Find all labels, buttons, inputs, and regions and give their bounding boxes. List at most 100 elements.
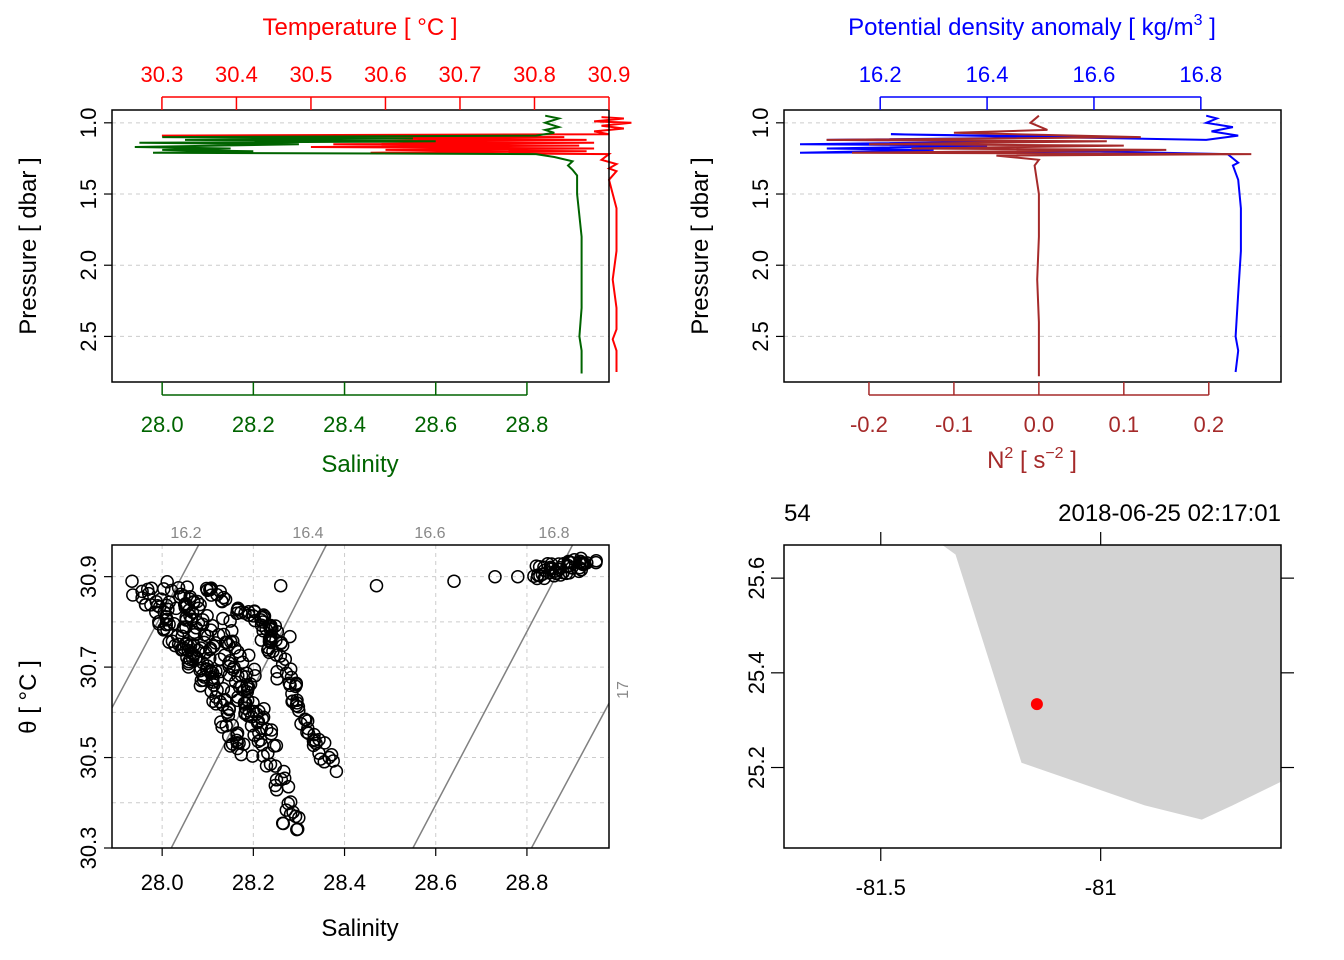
p3-axes: 28.0 28.2 28.4 28.6 28.8 30.3 30.5 30.7 30.9 16.2… — [76, 525, 632, 895]
p1-axes: 1.0 1.5 2.0 2.5 30.3 30.4 30.5 30.6 30.7 30.8 30.9… — [76, 62, 631, 437]
p3-ts-point — [231, 693, 245, 708]
p3-ts-point — [216, 698, 230, 712]
p3-ts-point — [206, 639, 221, 654]
p3-ts-point — [225, 737, 240, 751]
p3-y-tick-label: 30.5 — [76, 736, 101, 779]
p2-bottom-title-sup2: −2 — [1045, 445, 1063, 462]
p3-ts-point — [216, 682, 231, 696]
p4-x-tick-label: -81 — [1085, 875, 1117, 900]
p3-ts-point — [191, 616, 206, 630]
p3-ts-point — [307, 727, 321, 742]
p4-y-tick-label: 25.6 — [744, 557, 769, 600]
p3-ts-point — [313, 752, 328, 766]
p1-y-axis-title: Pressure [ dbar ] — [15, 157, 42, 334]
p2-top-tick-label: 16.4 — [966, 62, 1009, 87]
p2-bottom-title-mid: [ s — [1013, 447, 1045, 474]
panel-temperature-salinity-profile: 1.0 1.5 2.0 2.5 30.3 30.4 30.5 30.6 30.7 30.8 30.9… — [15, 14, 632, 478]
p3-y-axis-title: θ [ °C ] — [15, 660, 42, 734]
p3-ts-point — [248, 669, 262, 683]
p3-ts-point — [222, 638, 236, 652]
p2-series-line-density — [799, 114, 1242, 373]
p1-top-tick-label: 30.3 — [141, 62, 184, 87]
p3-ts-point — [511, 569, 525, 584]
p2-top-axis-title: Potential density anomaly [ kg/m3 ] — [848, 12, 1216, 41]
p3-ts-point — [157, 582, 171, 596]
panel-density-n2-profile: 1.0 1.5 2.0 2.5 16.2 16.4 16.6 16.8 -0.2 -0.1 0.0 0… — [687, 12, 1282, 474]
p2-top-title-main: Potential density anomaly [ kg/m — [848, 14, 1194, 41]
p3-ts-point — [161, 602, 175, 617]
p1-bottom-tick-label: 28.6 — [414, 412, 457, 437]
p3-ts-point — [213, 664, 228, 679]
p3-ts-point — [309, 736, 323, 751]
p1-top-tick-label: 30.8 — [513, 62, 556, 87]
p3-ts-point — [186, 647, 201, 662]
p3-y-tick-label: 30.7 — [76, 646, 101, 689]
p1-bottom-axis-title: Salinity — [321, 451, 398, 478]
p3-x-tick-label: 28.8 — [506, 870, 549, 895]
p3-ts-point — [218, 592, 233, 607]
p3-ts-point — [369, 578, 384, 593]
p3-ts-point — [283, 678, 297, 693]
p1-gridlines — [112, 122, 609, 337]
p3-ts-point — [244, 718, 259, 733]
p3-ts-point — [203, 583, 217, 597]
p3-ts-point — [223, 614, 237, 628]
panel-ts-diagram: 28.0 28.2 28.4 28.6 28.8 30.3 30.5 30.7 30.9 16.2… — [15, 525, 632, 942]
p3-ts-point — [306, 734, 321, 748]
p2-y-tick-label: 2.5 — [748, 321, 773, 352]
p3-ts-point — [200, 629, 215, 643]
p3-ts-point — [283, 807, 298, 821]
p3-ts-point — [329, 764, 344, 779]
p4-station-time: 2018-06-25 02:17:01 — [1058, 500, 1281, 527]
p3-ts-point — [240, 685, 255, 699]
p3-ts-point — [260, 722, 274, 736]
p3-ts-point — [215, 720, 229, 734]
p3-ts-point — [230, 726, 245, 740]
p1-y-tick-label: 1.5 — [76, 179, 101, 210]
p3-ts-point — [209, 697, 223, 711]
p3-ts-point — [211, 628, 226, 642]
p3-ts-point — [256, 608, 271, 622]
p2-bottom-tick-label: 0.0 — [1024, 412, 1055, 437]
p3-ts-point — [193, 679, 208, 693]
p3-ts-point — [290, 822, 304, 837]
p3-ts-point — [225, 624, 239, 638]
p3-isopycnal-label: 16.8 — [538, 525, 569, 542]
p4-land-polygon — [942, 545, 1281, 820]
p3-ts-point — [228, 641, 242, 655]
p3-ts-point — [531, 568, 545, 582]
p1-y-tick-label: 2.5 — [76, 321, 101, 352]
p2-top-tick-label: 16.6 — [1073, 62, 1116, 87]
p3-ts-point — [203, 641, 218, 656]
p3-ts-point — [191, 601, 206, 616]
p3-x-axis-title: Salinity — [321, 915, 398, 942]
p1-bottom-tick-label: 28.8 — [506, 412, 549, 437]
p3-x-tick-label: 28.4 — [323, 870, 366, 895]
p3-ts-point — [204, 588, 219, 602]
p3-ts-point — [242, 704, 256, 718]
p2-top-title-sup: 3 — [1194, 12, 1203, 29]
p3-isopycnal-line — [530, 702, 609, 848]
p3-ts-point — [269, 783, 284, 797]
p1-bottom-tick-label: 28.2 — [232, 412, 275, 437]
p3-isopycnal-label: 16.4 — [292, 525, 323, 542]
p1-top-tick-label: 30.9 — [588, 62, 631, 87]
p3-isopycnal-label: 17 — [615, 681, 632, 699]
p2-bottom-tick-label: -0.1 — [935, 412, 973, 437]
p4-frame — [783, 544, 1282, 849]
p2-series-line-n2 — [826, 114, 1252, 377]
p1-top-tick-label: 30.6 — [364, 62, 407, 87]
p2-bottom-title-end: ] — [1064, 447, 1077, 474]
p3-x-tick-label: 28.2 — [232, 870, 275, 895]
p3-ts-point — [275, 657, 290, 672]
p2-top-tick-label: 16.2 — [859, 62, 902, 87]
p1-y-tick-label: 2.0 — [76, 250, 101, 281]
p2-bottom-tick-label: -0.2 — [850, 412, 888, 437]
p2-bottom-tick-label: 0.2 — [1193, 412, 1224, 437]
p3-ts-point — [276, 816, 291, 831]
p1-series-line-temperature — [161, 116, 632, 372]
p3-ts-point — [277, 771, 292, 786]
p3-ts-point — [234, 605, 248, 620]
p3-ts-point — [242, 648, 256, 663]
